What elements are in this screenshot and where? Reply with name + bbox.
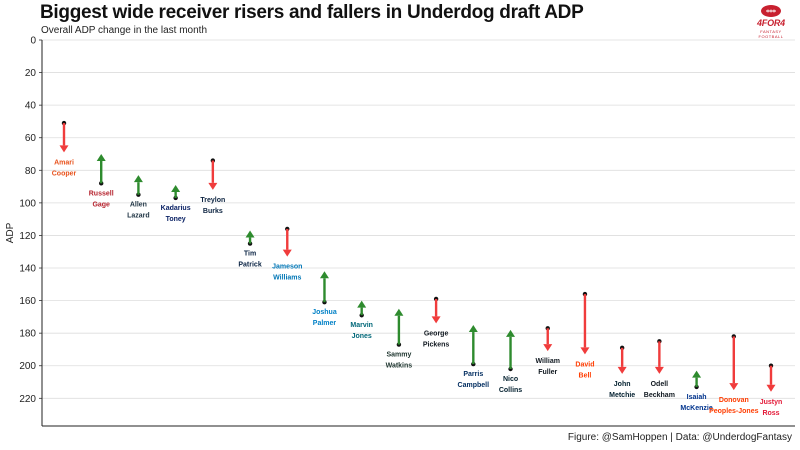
arrow-head — [580, 347, 590, 355]
y-tick-label: 220 — [19, 394, 36, 405]
player-name-label: Watkins — [386, 363, 413, 370]
player-name-label: Gage — [92, 201, 110, 208]
player-name-label: Beckham — [644, 392, 675, 399]
chart-subtitle: Overall ADP change in the last month — [41, 25, 208, 36]
player-name-label: Cooper — [52, 170, 77, 177]
player-name-label: Donovan — [719, 397, 749, 404]
y-tick-label: 20 — [25, 68, 37, 79]
y-tick-label: 60 — [25, 133, 37, 144]
player-name-label: Patrick — [238, 262, 261, 269]
player-name-label: Joshua — [312, 309, 337, 316]
y-tick-label: 80 — [25, 166, 37, 177]
chart-title: Biggest wide receiver risers and fallers… — [40, 2, 584, 23]
arrow-head — [617, 366, 627, 374]
football-icon — [761, 5, 781, 17]
y-tick-label: 140 — [19, 264, 36, 275]
y-tick-label: 100 — [19, 198, 36, 209]
player-name-label: David — [575, 361, 594, 368]
gridlines — [42, 39, 795, 399]
logo-tagline: FANTASY FOOTBALL — [758, 29, 784, 39]
y-axis-title: ADP — [5, 222, 16, 243]
player-name-label: William — [536, 358, 560, 365]
figure-caption: Figure: @SamHoppen | Data: @UnderdogFant… — [567, 432, 792, 443]
player-name-label: Russell — [89, 190, 114, 197]
y-tick-label: 120 — [19, 231, 36, 242]
arrow-head — [133, 175, 143, 183]
y-tick-label: 200 — [19, 361, 36, 372]
player-name-label: Jones — [352, 333, 372, 340]
player-name-label: Justyn — [760, 399, 783, 406]
arrow-head — [59, 145, 69, 153]
arrow-head — [282, 249, 292, 257]
player-name-label: Lazard — [127, 213, 150, 220]
y-tick-label: 180 — [19, 329, 36, 340]
player-name-label: Pickens — [423, 341, 450, 348]
arrow-head — [171, 184, 181, 192]
player-name-label: Palmer — [313, 320, 337, 327]
arrow-head — [729, 383, 739, 391]
player-name-label: Fuller — [538, 369, 557, 376]
player-name-label: Burks — [203, 208, 223, 215]
player-labels: Amari Cooper Russell Gage Allen Lazard Kadariu… — [52, 159, 783, 416]
player-name-label: John — [614, 381, 631, 388]
y-tick-label: 0 — [30, 36, 36, 47]
player-name-label: Williams — [273, 275, 301, 282]
player-name-label: Jameson — [272, 264, 302, 271]
player-name-label: Isaiah — [687, 394, 707, 401]
arrow-head — [319, 271, 329, 279]
y-axis-ticks: 0 20 40 60 80 100 120 140 160 180 200 220 — [19, 36, 42, 405]
arrow-head — [357, 300, 367, 308]
player-name-label: Odell — [651, 381, 669, 388]
player-name-label: Bell — [579, 372, 592, 379]
player-name-label: Nico — [503, 376, 518, 383]
player-name-label: Metchie — [609, 392, 635, 399]
player-name-label: Collins — [499, 387, 522, 394]
player-name-label: Campbell — [458, 382, 490, 389]
player-name-label: Sammy — [386, 352, 411, 359]
player-name-label: George — [424, 330, 449, 337]
arrow-head — [245, 230, 255, 238]
player-arrows — [59, 120, 776, 392]
arrow-head — [506, 329, 516, 337]
y-tick-label: 40 — [25, 101, 37, 112]
y-tick-label: 160 — [19, 296, 36, 307]
player-name-label: Treylon — [200, 197, 225, 204]
arrow-head — [543, 344, 553, 352]
arrow-head — [394, 308, 404, 316]
arrow-head — [468, 325, 478, 333]
arrow-head — [766, 384, 776, 392]
arrow-head — [208, 182, 218, 190]
player-name-label: Peoples-Jones — [709, 408, 759, 415]
player-name-label: Kadarius — [161, 205, 191, 212]
player-name-label: Ross — [762, 410, 779, 417]
axes — [41, 40, 795, 427]
arrow-head — [431, 316, 441, 324]
player-name-label: Marvin — [350, 322, 373, 329]
player-name-label: Amari — [54, 159, 74, 166]
4for4-logo: 4FOR4 FANTASY FOOTBALL — [748, 3, 794, 39]
player-name-label: Tim — [244, 251, 256, 258]
arrow-head — [96, 154, 106, 162]
player-name-label: Toney — [166, 216, 186, 223]
player-name-label: McKenzie — [680, 405, 712, 412]
arrow-head — [692, 370, 702, 378]
arrow-head — [654, 366, 664, 374]
player-name-label: Allen — [130, 202, 147, 209]
logo-wordmark: 4FOR4 — [756, 18, 785, 28]
player-name-label: Parris — [463, 371, 483, 378]
